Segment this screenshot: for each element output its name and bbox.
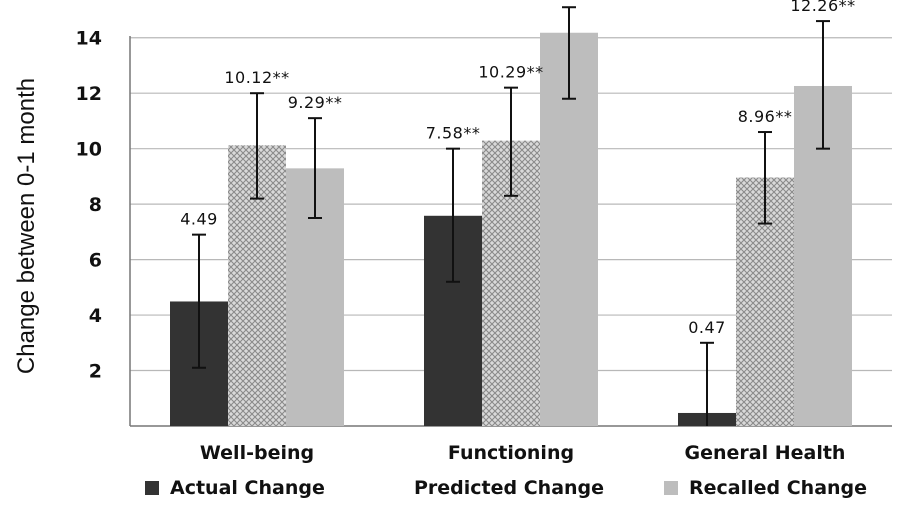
y-tick-label: 4 — [89, 305, 102, 327]
x-category-label: Functioning — [448, 442, 574, 464]
data-label: 8.96** — [738, 107, 793, 126]
data-label: 9.29** — [288, 93, 343, 112]
error-bars — [192, 6, 830, 426]
data-labels: 4.49 10.12** 9.29** 7.58** 10.29** 14.18** 0.4… — [180, 0, 855, 337]
legend-label: Recalled Change — [689, 477, 867, 499]
y-tick-label: 14 — [76, 28, 102, 50]
legend-swatch — [145, 481, 159, 495]
data-label: 0.47 — [688, 318, 726, 337]
data-label: 14.18** — [536, 0, 601, 1]
data-label: 4.49 — [180, 210, 218, 229]
data-label: 12.26** — [790, 0, 855, 15]
legend-label: Predicted Change — [414, 477, 604, 499]
data-label: 7.58** — [426, 124, 481, 143]
legend: Actual Change Predicted Change Recalled Ch… — [145, 477, 867, 499]
axes: 2 4 6 8 10 12 14 Well-being Functioning General H… — [76, 28, 892, 464]
x-category-label: Well-being — [200, 442, 314, 464]
y-tick-label: 6 — [89, 250, 102, 272]
x-category-label: General Health — [685, 442, 846, 464]
data-label: 10.29** — [478, 63, 543, 82]
y-axis-title: Change between 0-1 month — [13, 78, 40, 374]
y-tick-label: 12 — [76, 83, 102, 105]
legend-label: Actual Change — [170, 477, 325, 499]
legend-swatch — [664, 481, 678, 495]
y-tick-label: 8 — [89, 194, 102, 216]
y-tick-label: 2 — [89, 361, 102, 383]
y-tick-label: 10 — [76, 139, 102, 161]
data-label: 10.12** — [224, 68, 289, 87]
